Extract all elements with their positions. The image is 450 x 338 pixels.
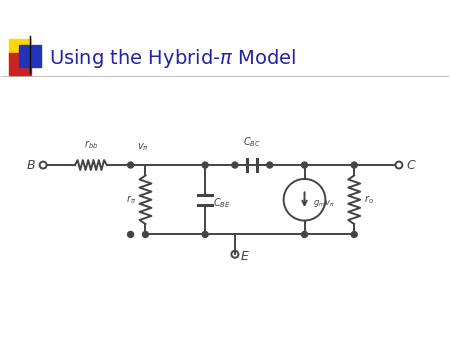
Text: $r_{\pi}$: $r_{\pi}$: [126, 193, 136, 206]
Bar: [19, 45, 41, 67]
Circle shape: [232, 162, 238, 168]
Circle shape: [128, 232, 134, 237]
Text: $B$: $B$: [27, 159, 36, 171]
Circle shape: [351, 162, 357, 168]
Circle shape: [302, 232, 307, 237]
Text: $r_o$: $r_o$: [364, 193, 374, 206]
Text: $C_{BE}$: $C_{BE}$: [213, 196, 231, 210]
Text: $g_m v_{\pi}$: $g_m v_{\pi}$: [314, 198, 335, 209]
Circle shape: [202, 232, 208, 237]
Circle shape: [143, 232, 148, 237]
Text: $r_{bb}$: $r_{bb}$: [84, 138, 98, 151]
Text: $C$: $C$: [406, 159, 417, 171]
Text: $C_{BC}$: $C_{BC}$: [243, 135, 261, 149]
Bar: [9, 53, 31, 75]
Text: Using the Hybrid-$\pi$ Model: Using the Hybrid-$\pi$ Model: [49, 47, 296, 70]
Bar: [9, 39, 31, 61]
Circle shape: [128, 162, 134, 168]
Circle shape: [351, 232, 357, 237]
Text: $E$: $E$: [240, 250, 250, 263]
Circle shape: [202, 162, 208, 168]
Text: $v_{\pi}$: $v_{\pi}$: [136, 141, 148, 153]
Circle shape: [267, 162, 273, 168]
Circle shape: [302, 162, 307, 168]
